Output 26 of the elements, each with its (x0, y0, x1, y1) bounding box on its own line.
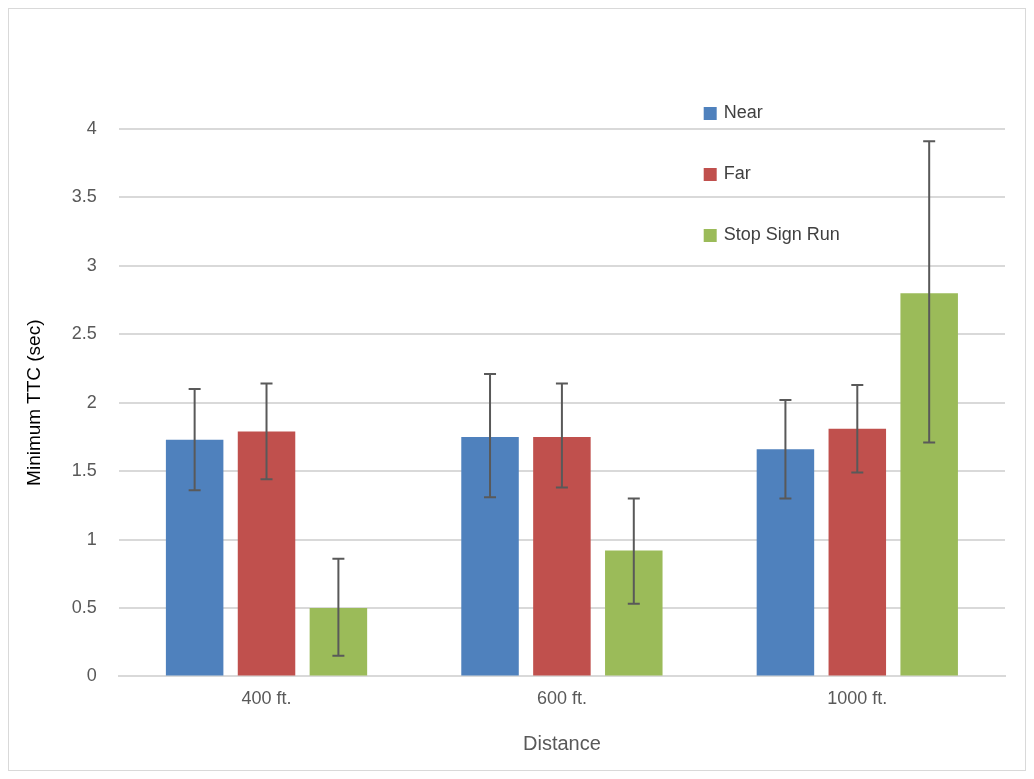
y-tick-label: 2 (86, 391, 97, 412)
x-axis-title: Distance (523, 731, 601, 754)
bar (237, 431, 296, 676)
bar (756, 449, 815, 676)
y-tick-label: 2.5 (71, 323, 97, 344)
legend-label: Near (723, 101, 763, 122)
y-tick-label: 0.5 (71, 596, 97, 617)
y-tick-label: 4 (86, 117, 97, 138)
y-tick-label: 1 (86, 528, 97, 549)
bar (828, 428, 887, 676)
y-tick-label: 1.5 (71, 460, 97, 481)
y-tick-label: 3 (86, 254, 97, 275)
y-axis-title: Minimum TTC (sec) (22, 319, 44, 486)
bar (605, 550, 663, 676)
bar (165, 439, 224, 676)
bar (533, 436, 591, 676)
legend-label: Stop Sign Run (723, 223, 840, 244)
bar (900, 293, 958, 676)
y-tick-label: 3.5 (71, 186, 97, 207)
x-tick-label: 1000 ft. (827, 688, 888, 709)
x-tick-label: 600 ft. (536, 688, 587, 709)
x-tick-label: 400 ft. (241, 688, 292, 709)
legend-label: Far (723, 162, 751, 183)
y-tick-label: 0 (86, 665, 97, 686)
bar (461, 436, 519, 676)
bar (309, 607, 368, 676)
